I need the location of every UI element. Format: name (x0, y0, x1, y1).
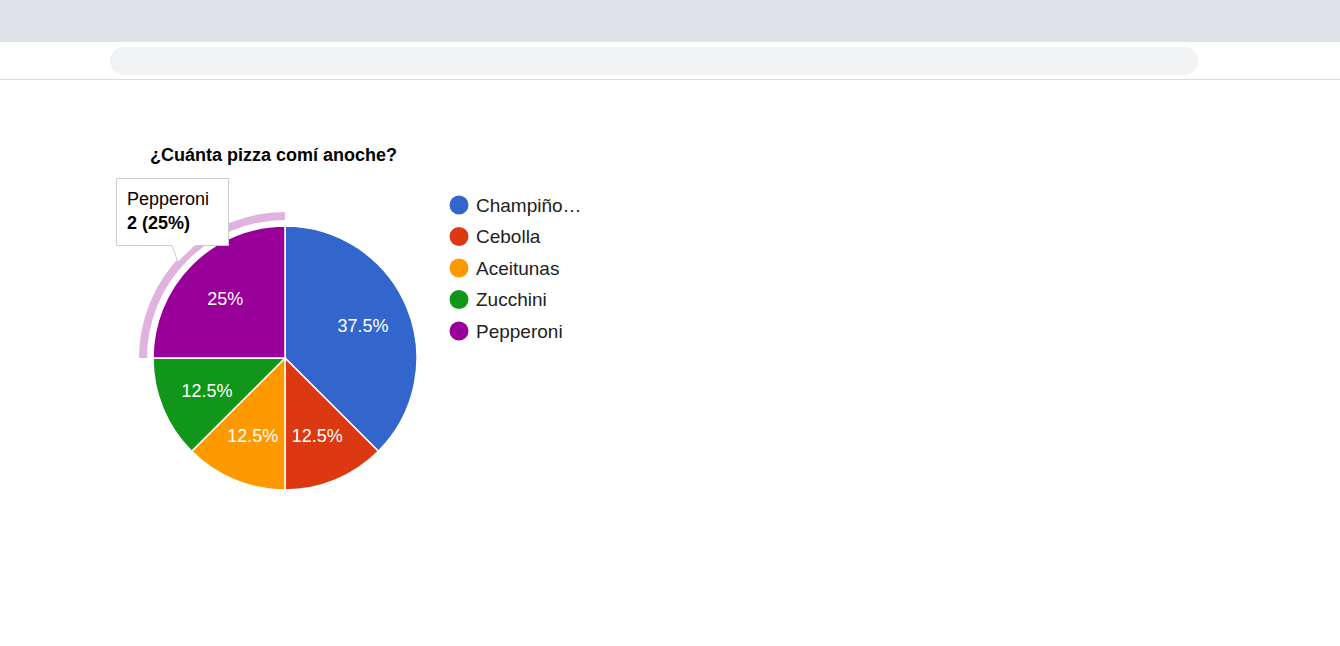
slice-label: 12.5% (227, 426, 278, 446)
legend-item[interactable]: Cebolla (450, 226, 541, 247)
pie-slice[interactable] (153, 358, 285, 451)
legend-label: Zucchini (476, 289, 547, 310)
legend-label: Aceitunas (476, 258, 559, 279)
browser-tabbar (0, 0, 1340, 42)
browser-addressbar (110, 47, 1198, 75)
slice-label: 37.5% (338, 316, 389, 336)
tooltip-title: Pepperoni (127, 189, 209, 209)
legend: Champiño… Cebolla Aceitunas Zucchini Peppero… (450, 195, 582, 342)
slice-label: 12.5% (181, 381, 232, 401)
legend-label: Cebolla (476, 226, 541, 247)
legend-item[interactable]: Champiño… (450, 195, 582, 216)
slice-label: 12.5% (292, 426, 343, 446)
slice-label: 25% (207, 289, 243, 309)
legend-swatch (450, 290, 469, 309)
browser-divider (0, 79, 1340, 80)
legend-swatch (450, 322, 469, 341)
legend-swatch (450, 259, 469, 278)
tooltip-box (117, 179, 229, 263)
legend-label: Champiño… (476, 195, 582, 216)
chart-svg: ¿Cuánta pizza comí anoche? 37.5% 12.5% 12.5… (0, 0, 1340, 646)
legend-label: Pepperoni (476, 321, 563, 342)
tooltip-value: 2 (25%) (127, 213, 190, 233)
legend-swatch (450, 227, 469, 246)
tooltip: Pepperoni 2 (25%) (117, 179, 229, 263)
chart-container: ¿Cuánta pizza comí anoche? 37.5% 12.5% 12.5… (0, 0, 1340, 646)
legend-swatch (450, 196, 469, 215)
browser-toolbar (0, 42, 1340, 80)
legend-item[interactable]: Aceitunas (450, 258, 560, 279)
legend-item[interactable]: Pepperoni (450, 321, 563, 342)
chart-title: ¿Cuánta pizza comí anoche? (150, 145, 397, 165)
pie-slice[interactable] (285, 358, 378, 490)
legend-item[interactable]: Zucchini (450, 289, 547, 310)
